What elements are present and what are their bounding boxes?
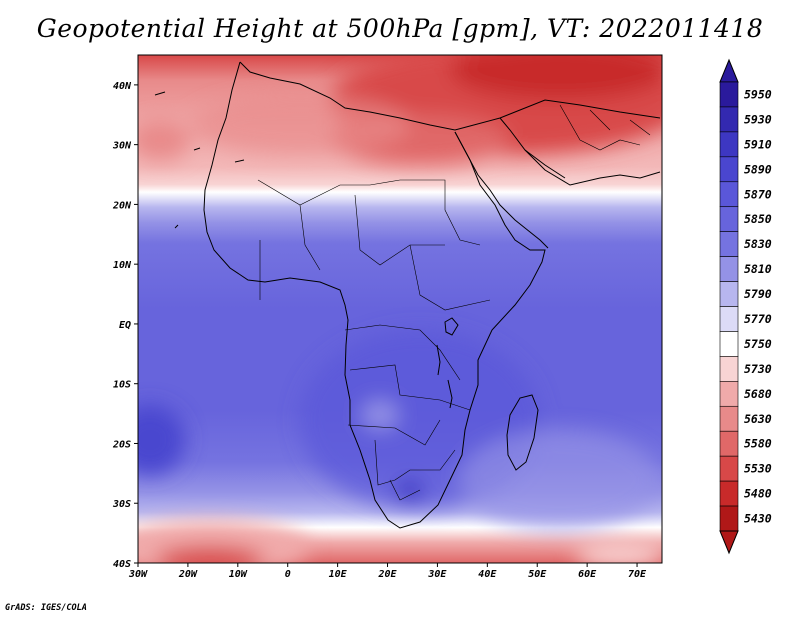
colorbar-swatch [719,206,739,232]
height-field [138,55,662,563]
colorbar-label: 5790 [744,287,772,301]
x-tick-label: 70E [628,569,647,580]
plot-frame [137,54,663,564]
colorbar-swatch [719,430,739,457]
colorbar-label: 5680 [744,387,772,401]
colorbar-swatch [719,381,739,407]
y-tick-label: 30S [112,499,131,510]
colorbar-swatch [719,356,739,382]
colorbar-swatch [719,256,739,282]
y-axis: 40N 30N 20N 10N EQ 10S 20S 30S 40S [112,81,138,570]
y-tick-label: 20S [112,439,131,450]
coastlines [154,61,661,529]
x-tick-label: 10W [229,569,248,580]
colorbar-label: 5630 [744,412,772,426]
x-tick-label: 50E [528,569,547,580]
colorbar-swatch [719,306,739,332]
colorbar-swatch [719,106,739,133]
colorbar-label: 5850 [744,212,772,226]
y-tick-label: 40S [113,559,131,570]
colorbar-swatch [719,181,739,208]
colorbar-swatch [719,281,739,307]
colorbar-swatch [719,455,739,482]
map-title: Geopotential Height at 500hPa [gpm], VT:… [36,14,764,43]
colorbar-swatch [719,505,739,532]
colorbar-label: 5480 [744,487,772,501]
colorbar-label: 5770 [744,312,772,326]
colorbar-label: 5870 [744,187,772,201]
y-tick-label: EQ [119,320,131,331]
colorbar-swatch [719,156,739,183]
colorbar-label: 5950 [744,87,772,101]
colorbar-bottom-arrow [719,530,739,555]
colorbar-legend: 5950 5930 5910 5890 5870 5850 5830 5810 5790 5770… [719,58,772,555]
y-tick-label: 10N [113,260,132,271]
y-tick-label: 10S [113,380,131,391]
colorbar-swatch [719,480,739,507]
colorbar-swatch [719,405,739,432]
colorbar-swatch [719,131,739,158]
x-tick-label: 60E [578,569,597,580]
y-tick-label: 20N [112,200,132,211]
great-lakes [436,317,459,409]
grads-credit: GrADS: IGES/COLA [5,603,87,613]
colorbar-label: 5910 [744,137,772,151]
colorbar-label: 5890 [744,162,772,176]
x-tick-label: 30W [128,569,148,580]
y-tick-label: 40N [113,81,132,92]
x-tick-label: 20W [178,569,198,580]
colorbar-label: 5580 [744,437,772,451]
map-figure: 30W 20W 10W 0 10E 20E 30E 40E 50E 60E 70E 40N 30N 20… [112,54,772,580]
colorbar-label: 5750 [744,337,772,351]
x-tick-label: 30E [427,569,447,580]
colorbar-label: 5810 [744,262,772,276]
y-tick-label: 30N [112,141,132,152]
x-axis: 30W 20W 10W 0 10E 20E 30E 40E 50E 60E 70E [128,563,647,580]
colorbar-label: 5530 [744,462,772,476]
country-borders [257,104,651,501]
x-tick-label: 10E [329,569,348,580]
colorbar-swatch [719,331,739,357]
x-tick-label: 0 [285,569,291,580]
colorbar-label: 5830 [744,237,772,251]
x-tick-label: 20E [377,569,397,580]
colorbar-label: 5730 [744,362,772,376]
colorbar-label: 5430 [744,512,772,526]
colorbar-top-arrow [719,58,739,83]
colorbar-swatch [719,231,739,257]
colorbar-label: 5930 [744,112,772,126]
colorbar-swatch [719,81,739,108]
x-tick-label: 40E [478,569,497,580]
